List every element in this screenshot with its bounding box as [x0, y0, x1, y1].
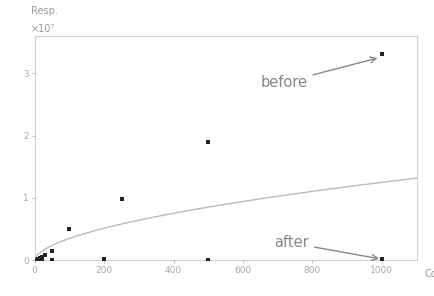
- Point: [38, 255, 45, 260]
- Point: [118, 197, 125, 202]
- Point: [38, 257, 45, 262]
- Text: Resp.: Resp.: [31, 6, 58, 16]
- Point: [101, 257, 108, 262]
- Point: [49, 258, 56, 262]
- Point: [32, 258, 39, 263]
- Point: [36, 258, 43, 262]
- Text: before: before: [260, 57, 376, 90]
- Point: [205, 139, 212, 144]
- Point: [36, 256, 43, 261]
- Point: [66, 227, 73, 231]
- Point: [42, 253, 49, 258]
- Point: [378, 257, 385, 262]
- Point: [33, 258, 40, 263]
- Point: [205, 257, 212, 262]
- Point: [35, 257, 42, 262]
- Point: [33, 258, 40, 262]
- Point: [32, 258, 39, 263]
- Point: [34, 258, 41, 263]
- Text: Conc.: Conc.: [424, 269, 434, 279]
- Point: [378, 52, 385, 57]
- Point: [49, 249, 56, 253]
- Text: ×10⁷: ×10⁷: [31, 24, 55, 34]
- Text: after: after: [274, 236, 378, 260]
